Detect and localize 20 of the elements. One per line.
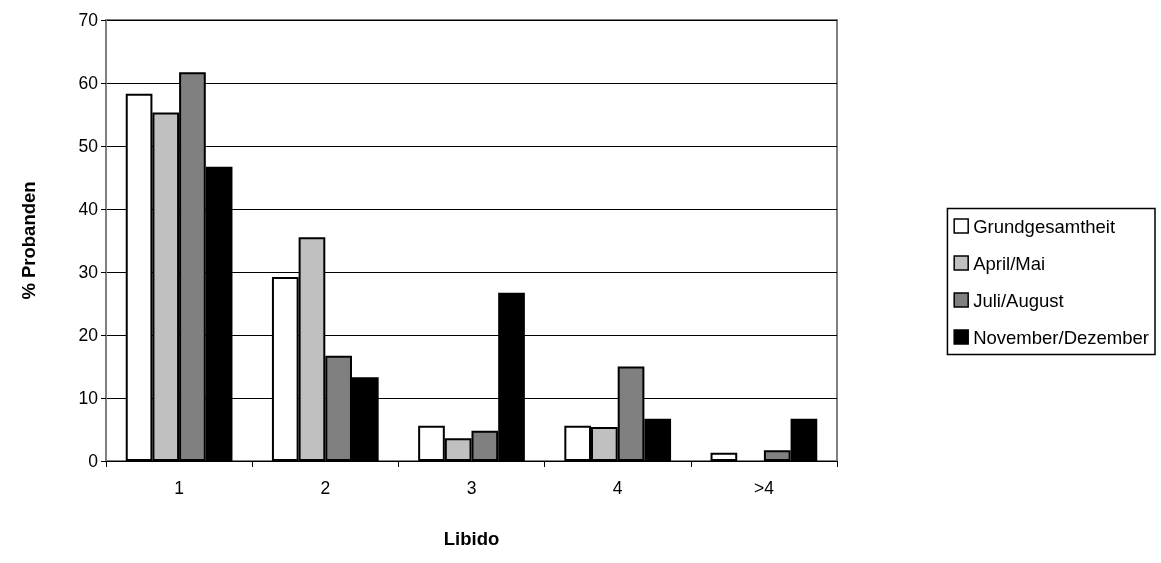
y-tick-label: 50 [78,136,99,156]
y-tick-label: 40 [78,199,99,219]
y-tick-label: 70 [78,10,99,30]
y-axis-title: % Probanden [18,181,39,300]
y-tick-label: 0 [88,451,99,471]
legend-label: Grundgesamtheit [973,215,1116,237]
legend-label: April/Mai [973,252,1046,274]
x-tick-label: 4 [612,478,623,498]
y-tick-label: 10 [78,388,99,408]
legend-label: Juli/August [973,289,1064,311]
y-tick-label: 30 [78,262,99,282]
x-tick-label: 3 [466,478,477,498]
legend-label: November/Dezember [973,326,1150,348]
x-axis-title: Libido [443,528,500,549]
x-tick-label: 2 [320,478,331,498]
y-tick-label: 20 [78,325,99,345]
x-tick-label: 1 [174,478,184,498]
bar [710,452,738,461]
x-tick-label: >4 [753,478,775,498]
y-tick-label: 60 [78,73,99,93]
